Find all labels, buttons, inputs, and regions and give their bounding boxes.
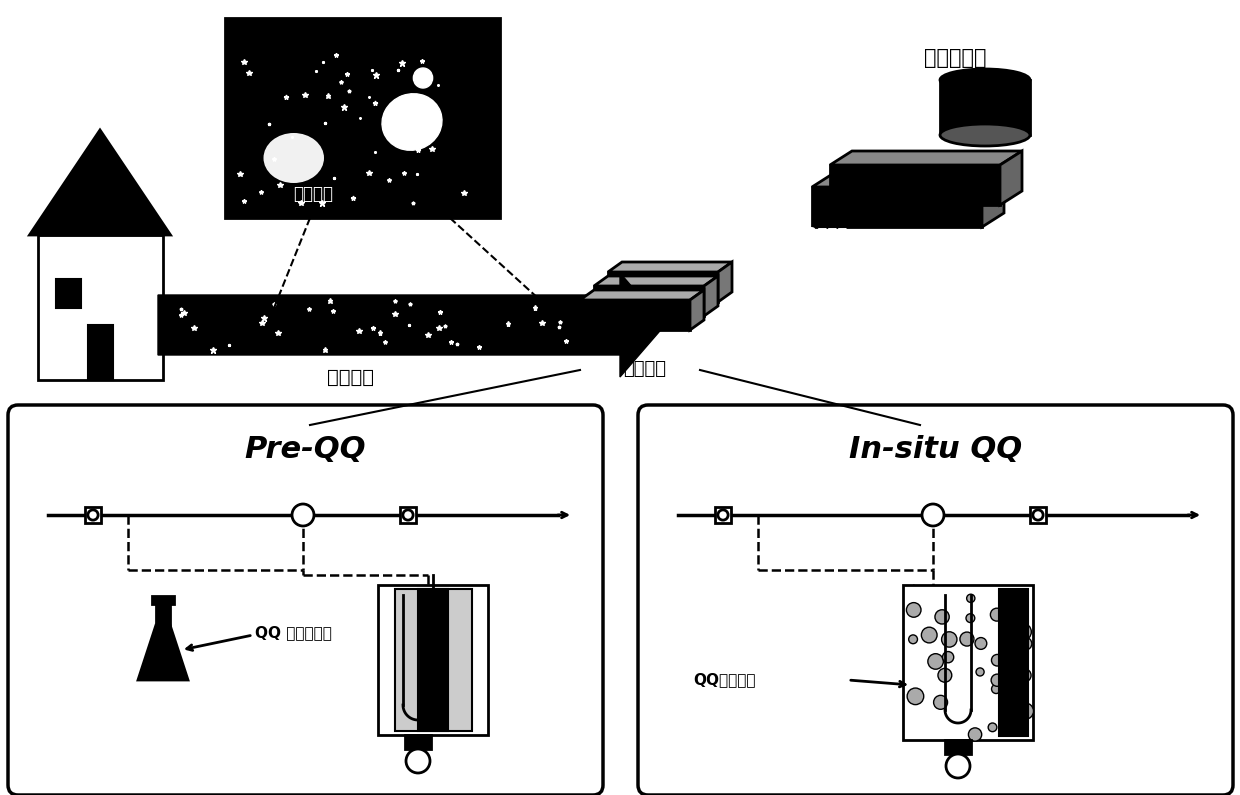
Bar	[594, 286, 704, 316]
FancyBboxPatch shape	[639, 405, 1233, 795]
Circle shape	[960, 632, 973, 646]
Circle shape	[1002, 629, 1016, 642]
Circle shape	[935, 610, 949, 624]
Ellipse shape	[382, 94, 441, 150]
Bar	[153, 596, 174, 604]
Ellipse shape	[263, 133, 324, 183]
Polygon shape	[982, 173, 1004, 227]
Circle shape	[908, 688, 924, 704]
Circle shape	[966, 614, 975, 622]
Polygon shape	[157, 273, 665, 377]
Circle shape	[403, 510, 413, 520]
Circle shape	[968, 728, 982, 741]
Polygon shape	[138, 625, 188, 680]
Polygon shape	[999, 151, 1022, 205]
Bar	[945, 740, 971, 754]
Bar	[378, 585, 489, 735]
Polygon shape	[30, 130, 171, 235]
Bar	[903, 585, 1033, 740]
Circle shape	[967, 594, 975, 603]
Circle shape	[934, 696, 947, 709]
FancyBboxPatch shape	[7, 405, 603, 795]
Circle shape	[909, 635, 918, 644]
Circle shape	[988, 723, 997, 731]
Polygon shape	[812, 173, 1004, 187]
Circle shape	[1033, 510, 1043, 520]
Text: QQ 固定化产品: QQ 固定化产品	[255, 626, 332, 641]
Polygon shape	[689, 290, 704, 330]
Circle shape	[976, 668, 985, 676]
Text: In-situ QQ: In-situ QQ	[849, 436, 1022, 464]
Text: 预处理处: 预处理处	[624, 360, 666, 378]
Circle shape	[991, 608, 1003, 621]
Bar	[715, 507, 732, 523]
Ellipse shape	[413, 68, 433, 88]
Ellipse shape	[940, 69, 1030, 91]
Circle shape	[291, 504, 314, 526]
Circle shape	[1011, 690, 1019, 698]
Circle shape	[991, 674, 1003, 686]
Ellipse shape	[940, 124, 1030, 146]
Circle shape	[405, 749, 430, 773]
Bar	[999, 589, 1028, 736]
Text: 污水处理厂: 污水处理厂	[924, 48, 986, 68]
Bar	[580, 300, 689, 330]
Bar	[830, 165, 999, 205]
Circle shape	[975, 638, 987, 650]
Bar	[56, 278, 82, 308]
Text: QQ固定化产: QQ固定化产	[693, 673, 755, 688]
Bar	[608, 272, 718, 302]
Bar	[86, 507, 100, 523]
Polygon shape	[594, 276, 718, 286]
Circle shape	[1018, 669, 1032, 682]
Text: 污水管网: 污水管网	[326, 368, 373, 387]
Circle shape	[906, 603, 921, 617]
Text: Pre-QQ: Pre-QQ	[244, 436, 366, 464]
Bar	[405, 735, 432, 749]
Circle shape	[923, 504, 944, 526]
Circle shape	[937, 669, 952, 682]
Bar	[88, 325, 113, 380]
Circle shape	[928, 653, 944, 669]
Circle shape	[1017, 703, 1033, 719]
Bar	[224, 18, 500, 218]
Bar	[418, 589, 449, 731]
Polygon shape	[608, 262, 732, 272]
Circle shape	[921, 627, 937, 643]
Circle shape	[1019, 638, 1032, 650]
Bar	[401, 507, 415, 523]
Bar	[37, 235, 162, 380]
Circle shape	[1003, 712, 1013, 721]
Circle shape	[941, 632, 957, 647]
Bar	[394, 589, 471, 731]
Circle shape	[88, 510, 98, 520]
Circle shape	[992, 654, 1003, 666]
Polygon shape	[704, 276, 718, 316]
Bar	[940, 80, 1030, 135]
Polygon shape	[718, 262, 732, 302]
Polygon shape	[830, 151, 1022, 165]
Bar	[1030, 507, 1047, 523]
Bar	[156, 603, 170, 625]
Text: 信号分子: 信号分子	[293, 185, 334, 203]
Circle shape	[1014, 623, 1032, 640]
Circle shape	[992, 684, 1001, 693]
Circle shape	[946, 754, 970, 778]
Bar	[812, 187, 982, 227]
Circle shape	[718, 510, 728, 520]
Polygon shape	[580, 290, 704, 300]
Circle shape	[942, 652, 954, 663]
Text: BR反应器: BR反应器	[792, 226, 848, 244]
